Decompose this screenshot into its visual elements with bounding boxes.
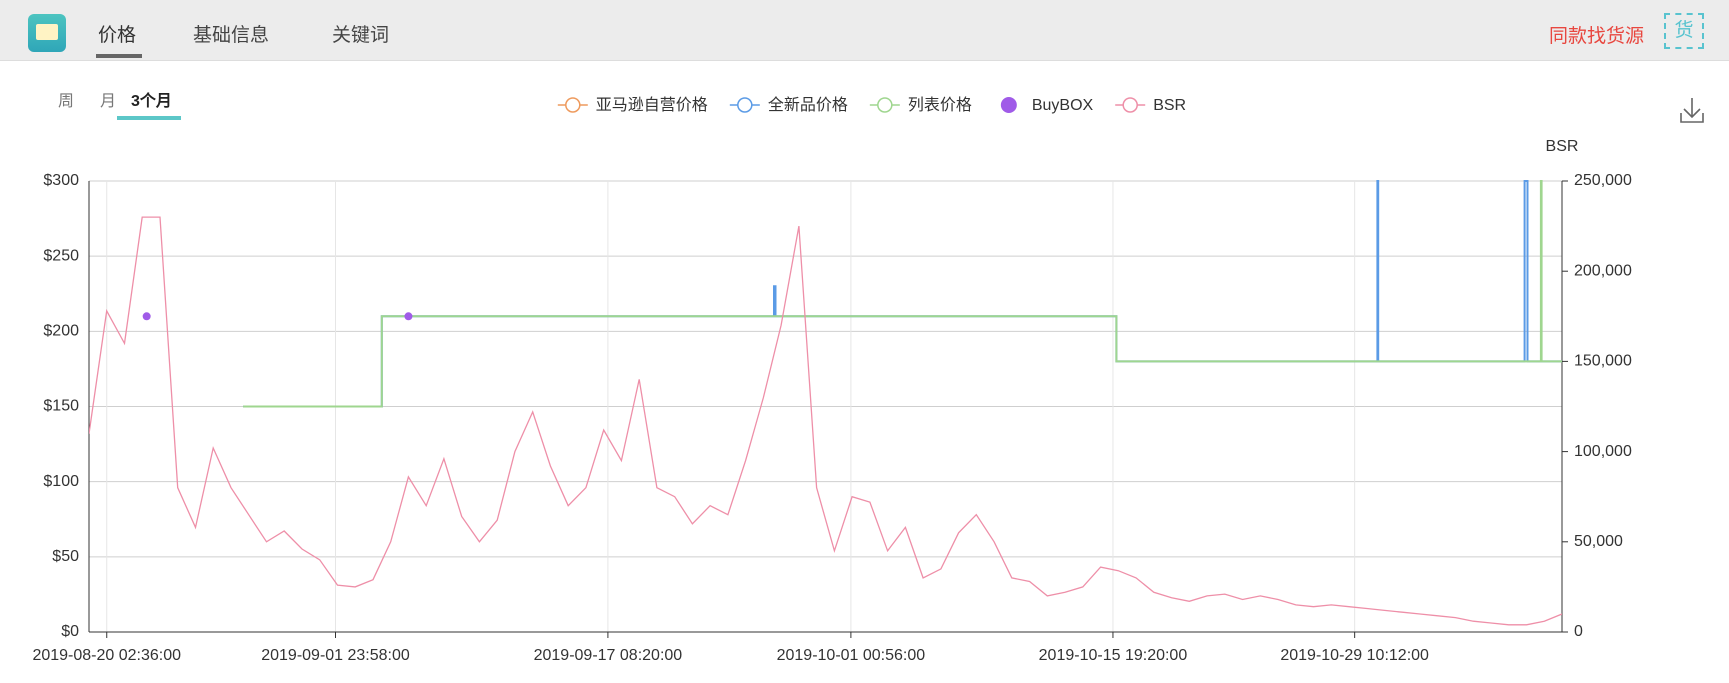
y-tick-label: $200 xyxy=(43,323,79,340)
app-icon xyxy=(28,14,66,52)
legend-item: 列表价格 xyxy=(869,96,972,114)
buybox-point xyxy=(404,312,413,321)
source-icon[interactable]: 货 xyxy=(1664,13,1704,49)
y2-tick-label: 200,000 xyxy=(1574,262,1632,279)
y-tick-label: $50 xyxy=(52,548,79,565)
buybox-point xyxy=(142,312,151,321)
legend-label: BuyBOX xyxy=(1032,97,1094,114)
series-line xyxy=(243,180,1562,408)
series-line xyxy=(243,180,1562,408)
legend-symbol xyxy=(1122,97,1138,113)
y2-tick-label: 0 xyxy=(1574,623,1583,640)
y2-tick-label: 150,000 xyxy=(1574,353,1632,370)
legend-symbol xyxy=(1000,97,1017,113)
top-bar: 价格 基础信息 关键词 同款找货源 货 xyxy=(0,0,1729,61)
legend-symbol xyxy=(877,97,893,113)
legend-symbol xyxy=(565,97,581,113)
legend-label: 全新品价格 xyxy=(768,96,848,114)
tab[interactable]: 基础信息 xyxy=(193,25,270,46)
x-tick-label: 2019-10-15 19:20:00 xyxy=(1039,647,1188,664)
legend-item: BSR xyxy=(1115,97,1186,114)
x-tick-label: 2019-09-17 08:20:00 xyxy=(534,647,683,664)
legend-label: BSR xyxy=(1153,97,1186,114)
x-tick-label: 2019-09-01 23:58:00 xyxy=(261,647,410,664)
tab[interactable]: 价格 xyxy=(98,25,137,46)
y2-tick-label: 50,000 xyxy=(1574,533,1623,550)
legend-label: 列表价格 xyxy=(908,96,972,114)
tab-underline xyxy=(96,54,142,58)
x-tick-label: 2019-10-01 00:56:00 xyxy=(777,647,926,664)
legend-label: 亚马逊自营价格 xyxy=(596,96,708,114)
y-tick-label: $250 xyxy=(43,247,79,264)
source-link[interactable]: 同款找货源 xyxy=(1549,26,1645,47)
legend: 亚马逊自营价格 全新品价格 列表价格 BuyBOX BSR xyxy=(557,96,1186,114)
period-tab[interactable]: 周 xyxy=(58,93,74,110)
x-tick-label: 2019-10-29 10:12:00 xyxy=(1280,647,1429,664)
y-tick-label: $150 xyxy=(43,398,79,415)
y-tick-label: $300 xyxy=(43,172,79,189)
legend-item: 全新品价格 xyxy=(729,96,848,114)
legend-symbol xyxy=(737,97,753,113)
y2-tick-label: 250,000 xyxy=(1574,172,1632,189)
x-tick-label: 2019-08-20 02:36:00 xyxy=(32,647,181,664)
y-tick-label: $100 xyxy=(43,473,79,490)
series-line xyxy=(89,216,1562,626)
legend-item: 亚马逊自营价格 xyxy=(557,96,708,114)
download-icon[interactable] xyxy=(1680,98,1704,123)
y2-axis-title: BSR xyxy=(1546,138,1579,155)
period-tab[interactable]: 月 xyxy=(100,93,116,110)
period-tab-active[interactable]: 3个月 xyxy=(131,91,172,110)
y2-tick-label: 100,000 xyxy=(1574,443,1632,460)
tab[interactable]: 关键词 xyxy=(332,25,390,46)
period-underline xyxy=(117,116,181,120)
y-tick-label: $0 xyxy=(61,623,79,640)
legend-item: BuyBOX xyxy=(1000,97,1094,114)
